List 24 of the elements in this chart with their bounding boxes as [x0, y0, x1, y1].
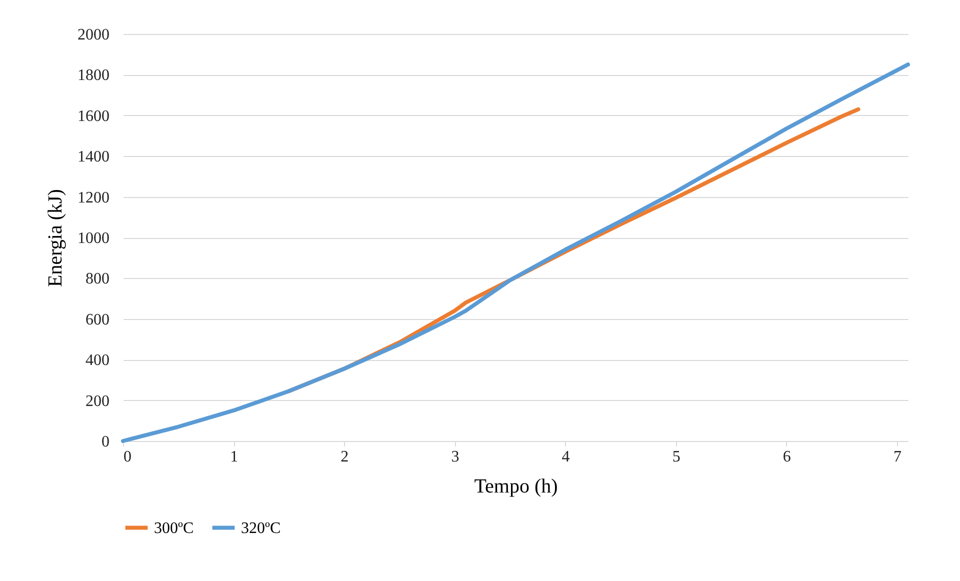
y-tick-label: 2000: [78, 26, 110, 44]
y-tick-label: 200: [86, 392, 110, 410]
y-axis-title: Energia (kJ): [44, 189, 66, 287]
x-tick-label: 4: [562, 448, 570, 466]
y-tick-label: 1200: [78, 189, 110, 206]
y-tick-label: 0: [102, 434, 110, 450]
y-tick-label: 400: [86, 352, 110, 370]
x-tick-label: 7: [893, 448, 902, 466]
x-tick-label: 5: [672, 448, 680, 466]
y-tick-label: 1000: [78, 230, 110, 247]
y-tick-label: 1400: [78, 148, 110, 166]
legend-label: 320ºC: [241, 520, 281, 537]
line-series: [121, 62, 910, 443]
x-axis-title: Tempo (h): [474, 476, 558, 498]
legend-label: 300ºC: [154, 520, 194, 537]
y-tick-label: 800: [86, 270, 110, 288]
x-tick-label: 6: [782, 448, 791, 466]
x-tick-label: 0: [124, 448, 132, 466]
x-tick-label: 1: [230, 448, 238, 466]
x-tick-label: 3: [451, 448, 460, 466]
y-tick-label: 1600: [78, 108, 110, 125]
y-tick-label: 1800: [78, 67, 110, 84]
x-tick-label: 2: [340, 448, 349, 466]
y-tick-label: 600: [86, 311, 110, 328]
